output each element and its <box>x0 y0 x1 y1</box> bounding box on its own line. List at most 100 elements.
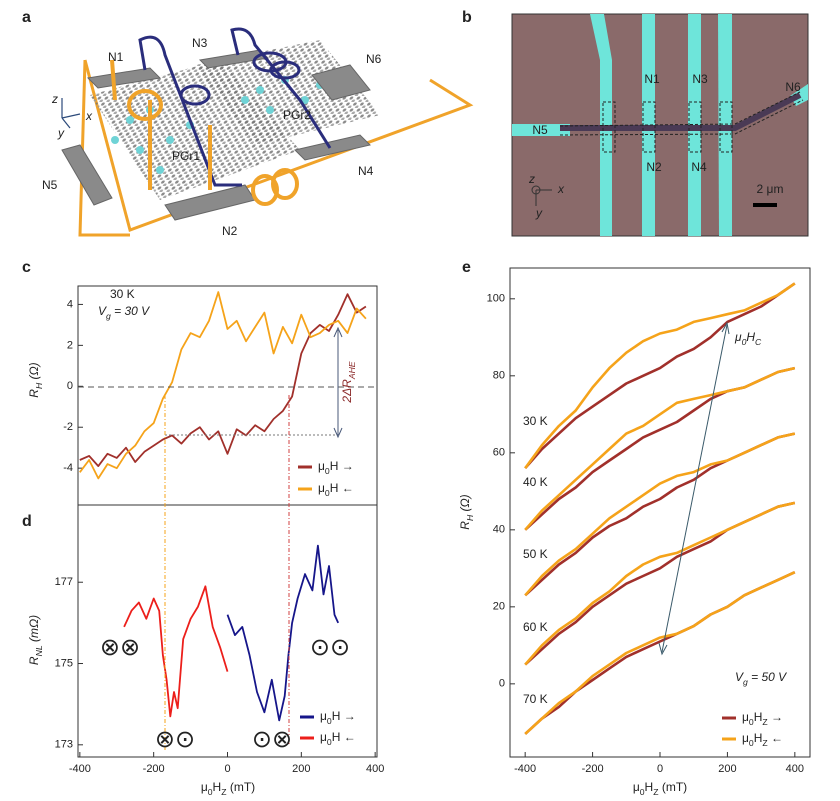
curve-label: 50 K <box>523 547 548 561</box>
scale-bar-label: 2 μm <box>757 182 784 196</box>
axes-icon <box>531 185 552 206</box>
x-axis-label-part: (mT) <box>659 780 688 794</box>
axis-label: z <box>528 172 535 186</box>
annotation: 30 K <box>110 287 135 301</box>
x-tick-label: 200 <box>292 763 310 775</box>
legend-label-part: μ <box>318 481 325 495</box>
node-label: N4 <box>691 160 707 174</box>
node-label: N4 <box>358 164 374 178</box>
effect-label-part: 2ΔR <box>340 379 354 404</box>
legend-label-part: H <box>754 710 763 724</box>
x-axis-label-part: H <box>213 780 222 794</box>
legend-label: μ0HZ ← <box>742 731 783 748</box>
y-tick-label: 173 <box>55 739 73 751</box>
scale-bar <box>753 203 777 207</box>
annotation-part: g <box>106 311 111 321</box>
legend-label-part: 0 <box>749 738 754 748</box>
legend-label-part: μ <box>742 710 749 724</box>
x-tick-label: -400 <box>69 763 91 775</box>
y-axis-label-part: R <box>458 521 472 530</box>
y-axis-label-part: H <box>34 382 44 389</box>
data-line <box>226 544 340 722</box>
x-axis-label-part: μ <box>633 780 640 794</box>
annotation-part: = 50 V <box>748 670 787 684</box>
axes-icon <box>61 98 81 129</box>
x-tick-label: 400 <box>366 763 384 775</box>
legend-label-part: 0 <box>327 737 332 747</box>
y-tick-label: 40 <box>493 524 505 536</box>
legend-label-part: μ <box>742 731 749 745</box>
annotation-part: μ <box>734 330 742 344</box>
x-axis-label-part: H <box>645 780 654 794</box>
effect-label: 2ΔRAHE <box>340 361 357 403</box>
x-axis-label-part: (mT) <box>227 780 256 794</box>
axis-label: y <box>535 206 543 220</box>
channel <box>560 92 802 131</box>
y-axis-label: RNL (mΩ) <box>27 615 44 665</box>
node-label: N6 <box>366 52 382 66</box>
data-line <box>79 291 367 480</box>
panel-label: b <box>462 9 472 26</box>
panel-label: e <box>462 259 471 276</box>
axis-label: x <box>85 109 93 123</box>
y-axis-label-part: H <box>465 514 475 521</box>
data-line <box>524 366 796 531</box>
data-line <box>524 282 796 470</box>
arrow-head <box>658 321 730 656</box>
x-axis-label: μ0HZ (mT) <box>633 780 687 797</box>
legend-label-part: H <box>754 731 763 745</box>
electrodes <box>61 49 371 221</box>
spin-symbol: ⊙⊙ <box>310 633 350 661</box>
legend-label: μ0H ← <box>320 730 356 747</box>
data-line <box>524 282 796 469</box>
legend-label-part: Z <box>762 738 767 748</box>
x-axis-label-part: Z <box>221 787 226 797</box>
legend-label-part: H ← <box>332 730 356 744</box>
x-axis-label-part: μ <box>201 780 208 794</box>
y-tick-label: 100 <box>487 293 505 305</box>
wire <box>83 59 474 232</box>
spin-symbol: ⊙⊗ <box>252 725 292 753</box>
x-tick-label: 400 <box>786 763 804 775</box>
node-label: N3 <box>692 72 708 86</box>
legend-label-part: μ <box>320 709 327 723</box>
spin-symbol: ⊗⊗ <box>100 633 140 661</box>
y-axis-label-part: R <box>27 656 41 665</box>
data-line <box>524 571 796 735</box>
x-tick-label: 0 <box>224 763 230 775</box>
y-axis-label-part: (Ω) <box>458 494 472 514</box>
legend-label-part: H → <box>330 459 354 473</box>
legend-label-part: H → <box>332 709 356 723</box>
annotation-part: C <box>755 337 762 347</box>
y-axis-label-part: (mΩ) <box>27 615 41 645</box>
coils <box>110 59 299 206</box>
spin-symbol: ⊗⊙ <box>155 725 195 753</box>
y-tick-label: 0 <box>67 380 73 392</box>
data-line <box>123 585 229 718</box>
x-tick-label: -200 <box>582 763 604 775</box>
outlines <box>559 91 804 153</box>
data-line <box>524 432 796 597</box>
x-tick-label: -400 <box>514 763 536 775</box>
legend-label-part: μ <box>320 730 327 744</box>
y-tick-label: 60 <box>493 447 505 459</box>
node-label: N1 <box>644 72 660 86</box>
y-tick-label: 177 <box>55 576 73 588</box>
legend-label: μ0H → <box>320 709 356 726</box>
legend-label-part: → <box>768 710 783 724</box>
annotation-part: g <box>743 677 748 687</box>
y-axis-label-part: R <box>27 389 41 398</box>
legend-label-part: ← <box>768 731 783 745</box>
curve-label: 70 K <box>523 692 548 706</box>
flake-label: PGr2 <box>283 108 311 122</box>
legend-label-part: Z <box>762 717 767 727</box>
node-label: N3 <box>192 36 208 50</box>
curve-label: 40 K <box>523 475 548 489</box>
legend-label-part: H ← <box>330 481 354 495</box>
micrograph <box>511 13 809 237</box>
y-axis-label: RH (Ω) <box>458 494 475 529</box>
node-label: N2 <box>222 224 238 238</box>
curve-label: 60 K <box>523 620 548 634</box>
y-axis-label: RH (Ω) <box>27 362 44 397</box>
